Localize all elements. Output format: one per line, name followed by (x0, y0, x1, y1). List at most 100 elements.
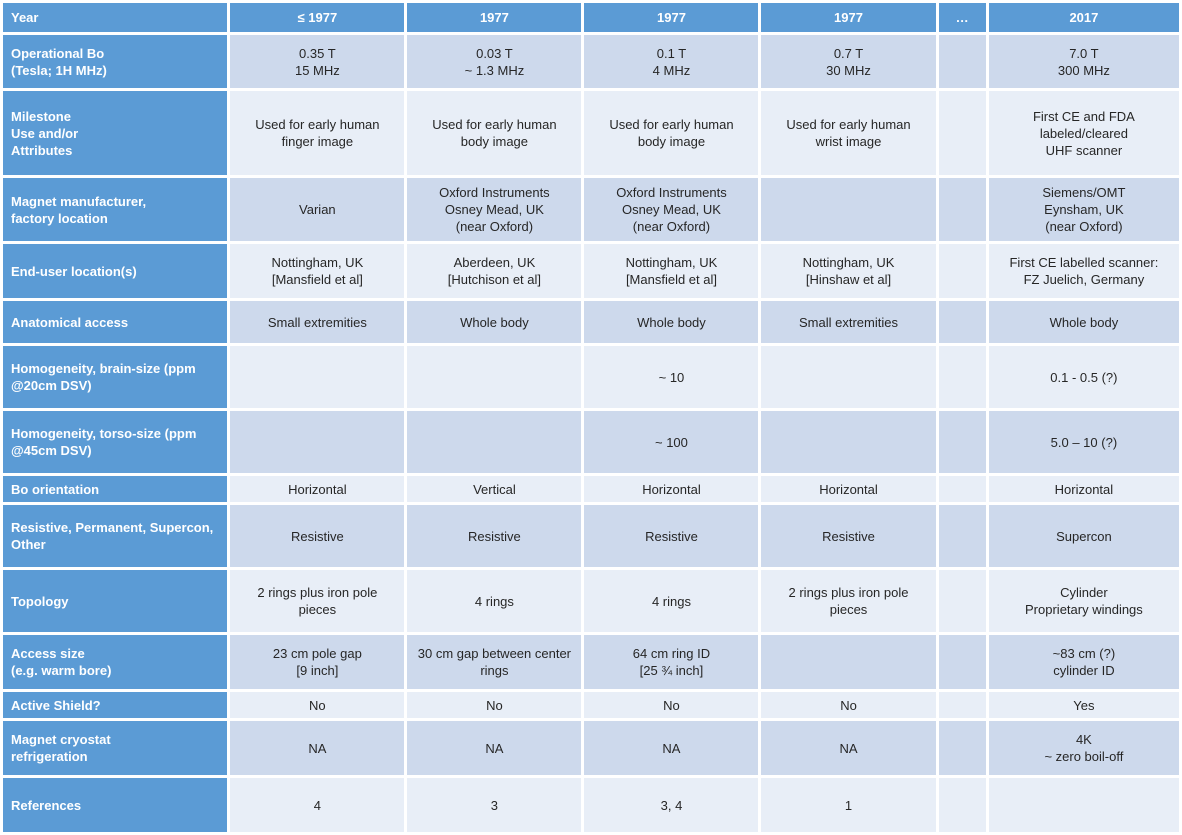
table-cell: 5.0 – 10 (?) (988, 411, 1179, 473)
table-cell: ~ 100 (584, 411, 759, 473)
table-cell: 0.1 - 0.5 (?) (988, 346, 1179, 408)
table-cell: Horizontal (761, 476, 936, 502)
table-cell: 1977 (761, 3, 936, 32)
table-cell: No (407, 692, 582, 718)
ellipsis-column-cell (938, 570, 986, 632)
table-cell: Oxford Instruments Osney Mead, UK (near … (407, 178, 582, 241)
table-cell (761, 346, 936, 408)
row-label: End-user location(s) (3, 244, 228, 298)
table-cell: Whole body (584, 301, 759, 343)
table-cell: 1 (761, 778, 936, 832)
table-cell: 3 (407, 778, 582, 832)
table-cell: 2 rings plus iron pole pieces (230, 570, 405, 632)
table-cell: 4 (230, 778, 405, 832)
table-cell: Used for early human wrist image (761, 91, 936, 175)
table-row: Active Shield? No No No No Yes (3, 692, 1179, 718)
table-cell: 0.1 T 4 MHz (584, 35, 759, 88)
table-body: Year ≤ 1977 1977 1977 1977… 2017 Operational B… (3, 3, 1179, 832)
table-row: Anatomical access Small extremities Whole … (3, 301, 1179, 343)
row-label: Operational Bo (Tesla; 1H MHz) (3, 35, 228, 88)
table-cell: Resistive (407, 505, 582, 567)
table-cell: Siemens/OMT Eynsham, UK (near Oxford) (988, 178, 1179, 241)
table-cell (761, 411, 936, 473)
row-label: Year (3, 3, 228, 32)
table-cell: Varian (230, 178, 405, 241)
table-cell: Supercon (988, 505, 1179, 567)
table-cell: ~ 10 (584, 346, 759, 408)
table-cell: 2017 (988, 3, 1179, 32)
table-cell: 23 cm pole gap [9 inch] (230, 635, 405, 689)
table-cell: Yes (988, 692, 1179, 718)
table-cell: Whole body (407, 301, 582, 343)
table-cell: Horizontal (988, 476, 1179, 502)
table-cell: Oxford Instruments Osney Mead, UK (near … (584, 178, 759, 241)
table-cell: Aberdeen, UK [Hutchison et al] (407, 244, 582, 298)
table-cell (761, 635, 936, 689)
table-cell: Nottingham, UK [Mansfield et al] (584, 244, 759, 298)
table-cell (230, 411, 405, 473)
ellipsis-column-cell (938, 721, 986, 775)
row-label: Anatomical access (3, 301, 228, 343)
table-cell: Resistive (584, 505, 759, 567)
table-cell (407, 346, 582, 408)
table-row: Bo orientation Horizontal Vertical Horizont… (3, 476, 1179, 502)
table-cell: Resistive (761, 505, 936, 567)
row-label: Topology (3, 570, 228, 632)
table-cell: First CE and FDA labeled/cleared UHF sca… (988, 91, 1179, 175)
row-label: Milestone Use and/or Attributes (3, 91, 228, 175)
row-label: Homogeneity, torso-size (ppm @45cm DSV) (3, 411, 228, 473)
table-cell (230, 346, 405, 408)
table-cell (988, 778, 1179, 832)
table-row: Resistive, Permanent, Supercon, Other Res… (3, 505, 1179, 567)
table-cell: 1977 (584, 3, 759, 32)
table-cell: Resistive (230, 505, 405, 567)
ellipsis-column-cell (938, 411, 986, 473)
table-row: End-user location(s) Nottingham, UK [Mans… (3, 244, 1179, 298)
table-cell: 7.0 T 300 MHz (988, 35, 1179, 88)
table-cell: 64 cm ring ID [25 ¾ inch] (584, 635, 759, 689)
table-cell: NA (407, 721, 582, 775)
table-cell: 0.03 T ~ 1.3 MHz (407, 35, 582, 88)
table-cell: Vertical (407, 476, 582, 502)
table-cell: Horizontal (584, 476, 759, 502)
table-row: Milestone Use and/or Attributes Used for … (3, 91, 1179, 175)
ellipsis-column-cell (938, 91, 986, 175)
ellipsis-column-cell (938, 692, 986, 718)
row-label: Access size (e.g. warm bore) (3, 635, 228, 689)
table-row: Magnet manufacturer, factory location Var… (3, 178, 1179, 241)
table-cell: 30 cm gap between center rings (407, 635, 582, 689)
table-cell (761, 178, 936, 241)
table-cell: NA (230, 721, 405, 775)
table-row: Homogeneity, torso-size (ppm @45cm DSV) ~… (3, 411, 1179, 473)
row-label: Active Shield? (3, 692, 228, 718)
table-cell: NA (761, 721, 936, 775)
table-cell: Horizontal (230, 476, 405, 502)
row-label: References (3, 778, 228, 832)
table-cell: 4 rings (584, 570, 759, 632)
ellipsis-column-cell (938, 778, 986, 832)
header-row: Year ≤ 1977 1977 1977 1977… 2017 (3, 3, 1179, 32)
ellipsis-column-cell (938, 346, 986, 408)
ellipsis-column-cell (938, 476, 986, 502)
ellipsis-column-cell: … (938, 3, 986, 32)
table-cell: Small extremities (230, 301, 405, 343)
row-label: Resistive, Permanent, Supercon, Other (3, 505, 228, 567)
table-cell: Cylinder Proprietary windings (988, 570, 1179, 632)
table-cell: 0.7 T 30 MHz (761, 35, 936, 88)
table-cell: Used for early human body image (584, 91, 759, 175)
row-label: Magnet manufacturer, factory location (3, 178, 228, 241)
table-cell: 4 rings (407, 570, 582, 632)
table-cell: Used for early human body image (407, 91, 582, 175)
table-cell: 3, 4 (584, 778, 759, 832)
row-label: Magnet cryostat refrigeration (3, 721, 228, 775)
table-cell: 0.35 T 15 MHz (230, 35, 405, 88)
table-row: Homogeneity, brain-size (ppm @20cm DSV) ~… (3, 346, 1179, 408)
table-cell: No (584, 692, 759, 718)
table-cell: ~83 cm (?) cylinder ID (988, 635, 1179, 689)
table-row: Operational Bo (Tesla; 1H MHz) 0.35 T 15 … (3, 35, 1179, 88)
table-cell: Small extremities (761, 301, 936, 343)
row-label: Homogeneity, brain-size (ppm @20cm DSV) (3, 346, 228, 408)
row-label: Bo orientation (3, 476, 228, 502)
